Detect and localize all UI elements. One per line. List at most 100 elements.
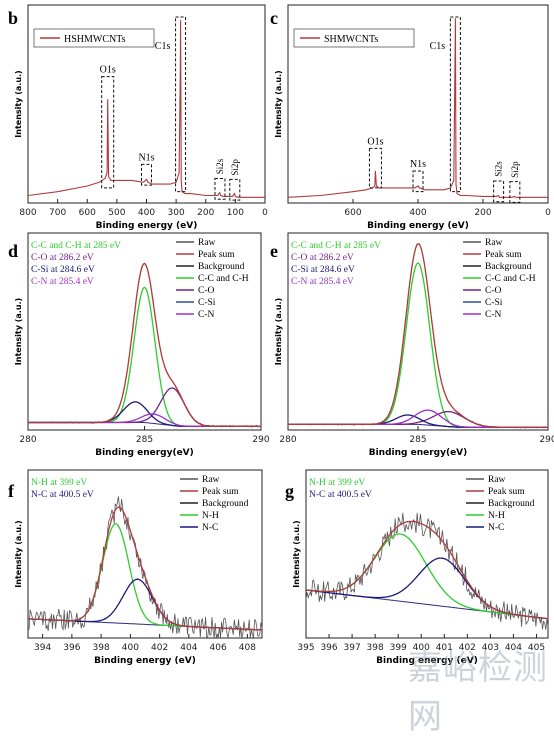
panel-f-xtick-label-7: 408 bbox=[239, 643, 256, 653]
panel-c-peak-box-2 bbox=[449, 16, 461, 193]
panel-b-peak-label-2: C1s bbox=[155, 41, 171, 52]
panel-d-xtick-label-2: 290 bbox=[252, 435, 269, 445]
panel-f-xlabel: Binding energy (eV) bbox=[94, 656, 196, 666]
panel-c-peak-box-4 bbox=[509, 181, 521, 203]
panel-c-peak-label-0: O1s bbox=[367, 136, 383, 147]
panel-d-peak-sum-line bbox=[28, 262, 261, 427]
panel-b-xlabel: Binding energy (eV) bbox=[96, 221, 198, 231]
panel-e-annotation-3: C-N at 285.4 eV bbox=[291, 277, 354, 287]
panel-g-legend-label-3: N-H bbox=[488, 511, 505, 521]
panel-f-legend-label-1: Peak sum bbox=[202, 487, 239, 497]
panel-f-peak-sum-line bbox=[27, 506, 263, 631]
panel-c-ylabel: Intensity (a.u.) bbox=[274, 70, 283, 137]
panel-c-peak-box-3 bbox=[493, 180, 505, 203]
panel-e-legend-label-4: C-O bbox=[485, 286, 502, 296]
panel-e-legend-label-2: Background bbox=[485, 262, 532, 272]
panel-g-xtick-label-0: 395 bbox=[297, 643, 314, 653]
panel-g-letter: g bbox=[285, 481, 294, 501]
panel-f-xtick-label-1: 396 bbox=[63, 643, 80, 653]
panel-f-letter: f bbox=[8, 481, 15, 501]
panel-d-annotation-3: C-N at 285.4 eV bbox=[31, 277, 94, 287]
panel-g-xtick-label-6: 401 bbox=[436, 643, 453, 653]
panel-d-legend-label-4: C-O bbox=[198, 286, 215, 296]
panel-g-xtick-label-10: 405 bbox=[528, 643, 545, 653]
panel-b-peak-box-2 bbox=[175, 16, 187, 193]
panel-b-legend-box bbox=[33, 28, 155, 48]
panel-b-peak-label-1: N1s bbox=[138, 152, 154, 163]
panel-b-peak-box-3 bbox=[214, 177, 226, 200]
panel-e-component-0 bbox=[288, 262, 548, 428]
panel-g-annotation-0: N-H at 399 eV bbox=[309, 478, 365, 488]
panel-c-peak-label-4: Si2p bbox=[510, 161, 520, 178]
panel-e-component-2 bbox=[288, 414, 548, 428]
panel-f-annotation-0: N-H at 399 eV bbox=[31, 478, 87, 488]
panel-b-xtick-label-0: 800 bbox=[19, 208, 36, 218]
panel-c-letter: c bbox=[270, 8, 278, 28]
panel-g-legend-label-2: Background bbox=[488, 499, 535, 509]
panel-b-xtick-label-1: 700 bbox=[49, 208, 66, 218]
panel-d-legend-label-0: Raw bbox=[198, 238, 216, 248]
panel-f-ylabel: Intensity (a.u.) bbox=[14, 520, 23, 587]
panel-e-annotation-1: C-O at 286.2 eV bbox=[291, 253, 354, 263]
panel-d-ylabel: Intensity (a.u.) bbox=[14, 298, 23, 365]
panel-g-legend-label-1: Peak sum bbox=[488, 487, 525, 497]
panel-b-legend-label: HSHMWCNTs bbox=[64, 34, 126, 45]
panel-b-peak-box-1 bbox=[141, 163, 152, 186]
panel-g-xtick-label-1: 396 bbox=[320, 643, 337, 653]
panel-f-legend-label-3: N-H bbox=[202, 511, 219, 521]
panel-c-peak-box-0 bbox=[368, 147, 382, 189]
panel-e-legend-label-5: C-Si bbox=[485, 298, 503, 308]
panel-c-xlabel: Binding energy (eV) bbox=[367, 221, 469, 231]
panel-g-ylabel: Intensity (a.u.) bbox=[292, 520, 301, 587]
xps-figure: b 800 700 600 500 400 300 200 100 0 Binding energy… bbox=[8, 4, 554, 666]
panel-f-legend-label-4: N-C bbox=[202, 523, 218, 533]
panel-f-xtick-label-4: 402 bbox=[151, 643, 168, 653]
panel-b-xtick-label-8: 0 bbox=[262, 208, 268, 218]
panel-b-peak-label-0: O1s bbox=[100, 65, 116, 76]
panel-d-legend-label-5: C-Si bbox=[198, 298, 216, 308]
panel-b-ylabel: Intensity (a.u.) bbox=[14, 70, 23, 137]
panel-f-frame bbox=[27, 469, 263, 639]
panel-c-legend-label: SHMWCNTs bbox=[324, 34, 378, 45]
panel-d-letter: d bbox=[8, 241, 18, 261]
panel-g-xtick-label-2: 397 bbox=[344, 643, 361, 653]
panel-g-annotation-1: N-C at 400.5 eV bbox=[309, 490, 372, 500]
panel-c-peak-label-3: Si2s bbox=[494, 161, 504, 177]
panel-e-legend-label-0: Raw bbox=[485, 238, 503, 248]
panel-c-xtick-label-3: 0 bbox=[545, 208, 551, 218]
panel-c-peak-label-2: C1s bbox=[430, 41, 446, 52]
panel-b-xtick-label-3: 500 bbox=[108, 208, 125, 218]
panel-e-peak-sum-line bbox=[288, 243, 548, 428]
panel-d-component-0 bbox=[28, 286, 261, 427]
panel-d-legend-label-2: Background bbox=[198, 262, 245, 272]
panel-d-annotation-0: C-C and C-H at 285 eV bbox=[31, 241, 121, 251]
panel-d-xtick-label-1: 285 bbox=[136, 435, 153, 445]
panel-b-peak-box-4 bbox=[229, 178, 241, 201]
panel-g-xtick-label-4: 399 bbox=[390, 643, 407, 653]
panel-d-legend-label-1: Peak sum bbox=[198, 250, 235, 260]
watermark: 嘉峪检测网 bbox=[408, 648, 548, 737]
panel-d-legend-label-3: C-C and C-H bbox=[198, 274, 249, 284]
panel-g-xtick-label-9: 404 bbox=[505, 643, 522, 653]
panel-d-annotation-1: C-O at 286.2 eV bbox=[31, 253, 94, 263]
panel-g-xtick-label-7: 402 bbox=[459, 643, 476, 653]
panel-g-legend-label-0: Raw bbox=[488, 475, 506, 485]
panel-c-peak-box-1 bbox=[412, 170, 424, 193]
panel-f-legend-label-2: Background bbox=[202, 499, 249, 509]
panel-c-peak-label-1: N1s bbox=[410, 159, 426, 170]
panel-d-xlabel: Binding energy(eV) bbox=[95, 448, 194, 458]
panel-f-xtick-label-6: 406 bbox=[210, 643, 227, 653]
panel-b-xtick-label-7: 100 bbox=[227, 208, 244, 218]
panel-c-series-line bbox=[287, 18, 548, 198]
panel-g-frame bbox=[305, 469, 549, 639]
panel-g-legend-label-4: N-C bbox=[488, 523, 504, 533]
panel-b-peak-label-3: Si2s bbox=[215, 158, 225, 174]
panel-d-annotation-2: C-Si at 284.6 eV bbox=[31, 265, 95, 275]
panel-d-legend-label-6: C-N bbox=[198, 310, 215, 320]
panel-g-raw-line bbox=[305, 512, 549, 630]
panel-e-annotation-0: C-C and C-H at 285 eV bbox=[291, 241, 381, 251]
panel-e-letter: e bbox=[270, 241, 278, 261]
panel-b-peak-box-0 bbox=[101, 76, 115, 189]
panel-e-xtick-label-0: 280 bbox=[279, 435, 296, 445]
panel-e-ylabel: Intensity (a.u.) bbox=[274, 298, 283, 365]
